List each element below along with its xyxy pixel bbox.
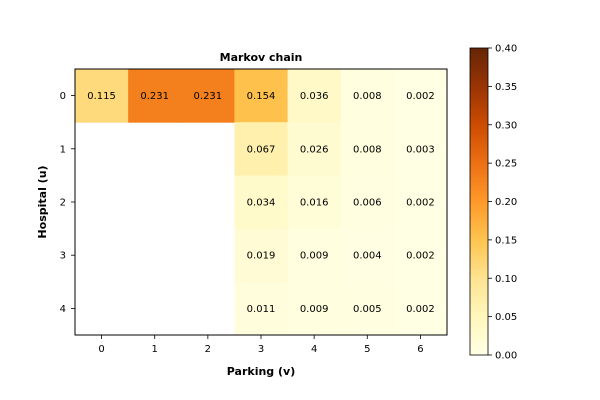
heatmap-cell-3-6 (393, 228, 448, 283)
heatmap-cell-4-5 (340, 281, 395, 336)
heatmap-cell-0-4 (287, 69, 342, 123)
y-tick-label: 3 (60, 251, 66, 262)
cell-value-label: 0.231 (194, 91, 223, 102)
heatmap-cell-4-6 (393, 281, 448, 336)
heatmap-cell-1-4 (287, 122, 342, 176)
colorbar-tick-label: 0.35 (495, 82, 517, 93)
cell-value-label: 0.008 (353, 144, 382, 155)
y-tick-label: 1 (60, 144, 66, 155)
heatmap-cell-0-2 (181, 69, 235, 123)
cell-value-label: 0.026 (300, 144, 329, 155)
colorbar-tick-label: 0.20 (495, 197, 517, 208)
y-tick-label: 4 (60, 304, 66, 315)
cell-value-label: 0.036 (300, 91, 329, 102)
cell-value-label: 0.002 (406, 251, 435, 262)
heatmap-cells (75, 69, 448, 336)
cell-value-label: 0.003 (406, 144, 435, 155)
x-tick-label: 6 (417, 344, 423, 355)
colorbar-tick-label: 0.25 (495, 159, 517, 170)
heatmap-cell-0-1 (128, 69, 182, 123)
heatmap-cell-3-4 (287, 228, 342, 283)
y-axis-ticks: 0 1 2 3 4 (60, 91, 75, 315)
heatmap-cell-4-3 (234, 281, 289, 336)
cell-value-label: 0.016 (300, 198, 329, 209)
x-tick-label: 2 (205, 344, 211, 355)
x-tick-label: 4 (311, 344, 317, 355)
x-axis-label: Parking (v) (227, 365, 295, 378)
x-tick-label: 1 (152, 344, 158, 355)
heatmap-cell-2-4 (287, 175, 342, 230)
cell-value-label: 0.154 (247, 91, 276, 102)
heatmap-cell-1-3 (234, 122, 289, 176)
colorbar-gradient (469, 47, 489, 356)
cell-value-label: 0.008 (353, 91, 382, 102)
cell-value-label: 0.004 (353, 251, 382, 262)
x-tick-label: 3 (258, 344, 264, 355)
cell-value-label: 0.002 (406, 198, 435, 209)
heatmap-cell-3-5 (340, 228, 395, 283)
cell-value-label: 0.006 (353, 198, 382, 209)
colorbar-tick-label: 0.05 (495, 312, 517, 323)
x-tick-label: 5 (364, 344, 370, 355)
colorbar: 0.00 0.05 0.10 0.15 0.20 0.25 0.30 0.35 0.40 (469, 44, 517, 362)
x-tick-label: 0 (98, 344, 104, 355)
heatmap-cell-0-5 (340, 69, 395, 123)
chart-title: Markov chain (220, 51, 303, 64)
heatmap-cell-0-3 (234, 69, 289, 123)
cell-value-label: 0.067 (247, 144, 276, 155)
cell-value-label: 0.019 (247, 251, 276, 262)
cell-value-label: 0.002 (406, 91, 435, 102)
cell-value-label: 0.005 (353, 304, 382, 315)
heatmap-value-labels: 0.115 0.231 0.231 0.154 0.036 0.008 0.002 0.067… (87, 91, 434, 315)
colorbar-tick-label: 0.40 (495, 44, 517, 55)
colorbar-ticks: 0.00 0.05 0.10 0.15 0.20 0.25 0.30 0.35 0.40 (488, 44, 517, 362)
y-axis-label: Hospital (u) (36, 165, 49, 238)
cell-value-label: 0.009 (300, 251, 329, 262)
heatmap-cell-2-3 (234, 175, 289, 230)
heatmap-cell-0-6 (393, 69, 448, 123)
cell-value-label: 0.002 (406, 304, 435, 315)
heatmap-cell-1-5 (340, 122, 395, 176)
heatmap-cell-1-6 (393, 122, 448, 176)
colorbar-tick-label: 0.15 (495, 235, 517, 246)
colorbar-tick-label: 0.10 (495, 274, 517, 285)
heatmap-cell-0-0 (75, 69, 129, 123)
colorbar-tick-label: 0.30 (495, 120, 517, 131)
y-tick-label: 2 (60, 198, 66, 209)
heatmap-cell-4-4 (287, 281, 342, 336)
colorbar-tick-label: 0.00 (495, 351, 517, 362)
cell-value-label: 0.011 (247, 304, 276, 315)
heatmap-cell-3-3 (234, 228, 289, 283)
cell-value-label: 0.034 (247, 198, 276, 209)
cell-value-label: 0.009 (300, 304, 329, 315)
x-axis-ticks: 0 1 2 3 4 5 6 (98, 335, 424, 355)
heatmap-cell-2-6 (393, 175, 448, 230)
y-tick-label: 0 (60, 91, 66, 102)
cell-value-label: 0.231 (140, 91, 169, 102)
cell-value-label: 0.115 (87, 91, 116, 102)
heatmap-cell-2-5 (340, 175, 395, 230)
